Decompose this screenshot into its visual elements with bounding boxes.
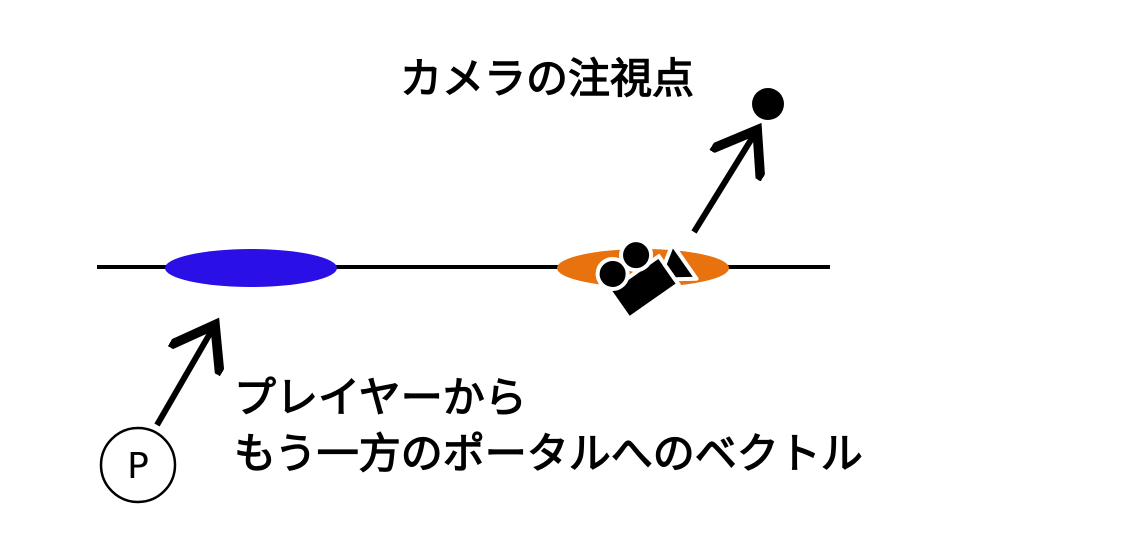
player-label: P — [127, 446, 149, 487]
vector-label-line2: もう一方のポータルへのベクトル — [234, 429, 863, 478]
target-point-icon — [752, 88, 784, 120]
blue-portal — [165, 249, 337, 287]
player-to-portal-arrow — [154, 330, 212, 427]
vector-label-line1: プレイヤーから — [234, 373, 527, 422]
camera-icon — [595, 238, 699, 322]
player-icon: P — [99, 426, 177, 504]
camera-view-arrow — [691, 135, 754, 234]
camera-target-label: カメラの注視点 — [400, 54, 694, 103]
